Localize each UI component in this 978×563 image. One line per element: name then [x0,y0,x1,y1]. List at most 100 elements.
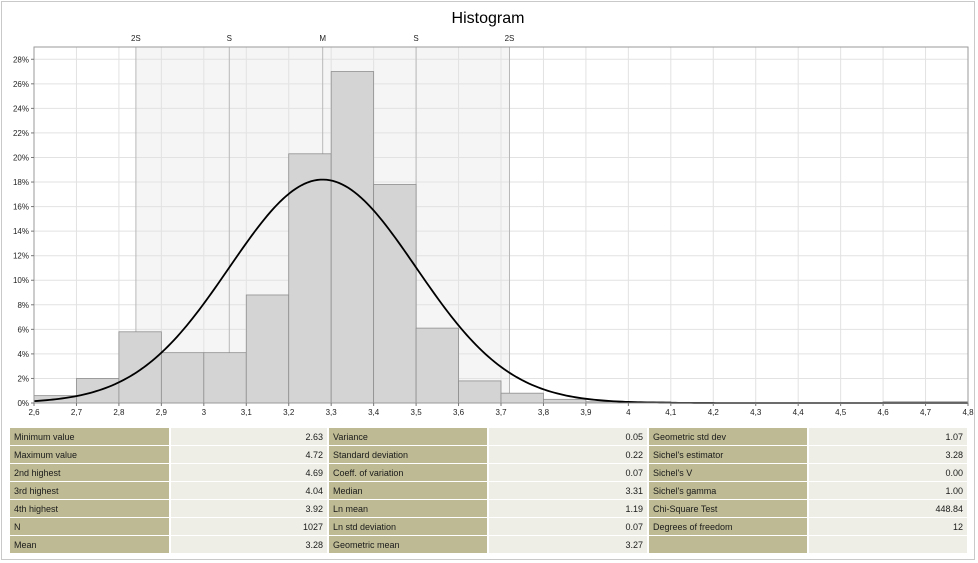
stat-value: 3.92 [170,499,329,518]
stat-label [648,535,809,554]
stat-label: 2nd highest [10,463,171,482]
stat-value: 0.00 [808,463,969,482]
x-tick-label: 4,8 [962,408,974,417]
x-tick-label: 3,7 [495,408,507,417]
x-tick-label: 3,5 [411,408,423,417]
y-tick-label: 24% [13,104,29,113]
stat-value: 4.04 [170,481,329,500]
stat-label: Sichel's estimator [648,445,809,464]
stat-value: 0.22 [488,445,649,464]
histogram-bar [288,153,332,404]
x-tick-label: 3 [202,408,207,417]
y-tick-label: 16% [13,203,29,212]
y-tick-label: 2% [17,374,29,383]
histogram-bar [458,380,502,404]
stat-label: Geometric mean [328,535,489,554]
stat-label: Coeff. of variation [328,463,489,482]
stat-value [808,535,969,554]
stats-row: 3rd highest 4.04 Median 3.31 Sichel's gamma 1… [10,481,969,500]
x-tick-label: 3,1 [241,408,253,417]
y-tick-label: 20% [13,153,29,162]
stat-label: Ln std deviation [328,517,489,536]
x-tick-label: 4,2 [708,408,720,417]
x-tick-label: 3,4 [368,408,380,417]
stat-value: 0.07 [488,463,649,482]
stat-label: Geometric std dev [648,428,809,446]
y-axis: 0% 2% 4% 6% 8% 10% 12% 14% 16% 18% 20% 22% 24% 26% 28% [13,55,34,408]
stats-row: N 1027 Ln std deviation 0.07 Degrees of free… [10,517,969,536]
stat-value: 4.69 [170,463,329,482]
stat-label: Variance [328,428,489,446]
stat-label: Chi-Square Test [648,499,809,518]
stat-value: 3.28 [170,535,329,554]
histogram-chart: Histogram 0% 2% 4% 6% 8% 10% 12% 14% 16% 18% 20% 22… [13,10,974,417]
y-tick-label: 18% [13,178,29,187]
sigma-marker-label: S [227,34,232,43]
stats-row: Minimum value 2.63 Variance 0.05 Geometric s… [10,428,969,446]
sigma-marker-labels: 2S S M S 2S [131,34,514,43]
x-tick-label: 4,4 [793,408,805,417]
stats-row: 4th highest 3.92 Ln mean 1.19 Chi-Square Tes… [10,499,969,518]
statistics-table: Minimum value 2.63 Variance 0.05 Geometric s… [10,428,969,554]
sigma-marker-label: M [319,34,326,43]
stat-label: Maximum value [10,445,171,464]
sigma-marker-label: 2S [131,34,141,43]
stat-value: 3.27 [488,535,649,554]
x-tick-label: 3,6 [453,408,465,417]
stat-value: 2.63 [170,428,329,446]
stat-label: Standard deviation [328,445,489,464]
y-tick-label: 6% [17,325,29,334]
stat-label: Minimum value [10,428,171,446]
stat-value: 1.07 [808,428,969,446]
y-tick-label: 8% [17,301,29,310]
stat-value: 1027 [170,517,329,536]
stat-value: 12 [808,517,969,536]
stat-label: Degrees of freedom [648,517,809,536]
stat-value: 0.05 [488,428,649,446]
histogram-bar [118,331,162,404]
sigma-marker-label: 2S [505,34,515,43]
chart-title: Histogram [452,10,525,27]
stats-row: 2nd highest 4.69 Coeff. of variation 0.07 Si… [10,463,969,482]
y-tick-label: 28% [13,55,29,64]
x-axis: 2,6 2,7 2,8 2,9 3 3,1 3,2 3,3 3,4 3,5 3,6 3,7 3,8 3,9… [28,403,974,417]
stat-value: 1.19 [488,499,649,518]
x-tick-label: 4,3 [750,408,762,417]
x-tick-label: 4,1 [665,408,677,417]
x-tick-label: 2,7 [71,408,83,417]
stat-value: 448.84 [808,499,969,518]
y-tick-label: 4% [17,350,29,359]
stat-value: 1.00 [808,481,969,500]
histogram-bar [160,352,205,404]
x-tick-label: 3,9 [580,408,592,417]
x-tick-label: 4 [626,408,631,417]
y-tick-label: 10% [13,276,29,285]
stats-row: Mean 3.28 Geometric mean 3.27 [10,535,969,554]
sigma-marker-label: S [413,34,418,43]
stat-label: Sichel's V [648,463,809,482]
x-tick-label: 4,7 [920,408,932,417]
stat-value: 0.07 [488,517,649,536]
y-tick-label: 0% [17,399,29,408]
stat-value: 3.28 [808,445,969,464]
histogram-bars [33,71,969,404]
histogram-bar [543,398,587,404]
x-tick-label: 2,8 [113,408,125,417]
histogram-bar [203,352,247,404]
x-tick-label: 4,5 [835,408,847,417]
y-tick-label: 22% [13,129,29,138]
stat-label: N [10,517,171,536]
stat-label: Sichel's gamma [648,481,809,500]
x-tick-label: 3,3 [326,408,338,417]
x-tick-label: 2,6 [28,408,40,417]
histogram-bar [330,71,375,404]
stat-label: Mean [10,535,171,554]
stat-label: Ln mean [328,499,489,518]
stats-row: Maximum value 4.72 Standard deviation 0.22 S… [10,445,969,464]
histogram-bar [245,294,290,404]
stat-label: Median [328,481,489,500]
stat-label: 3rd highest [10,481,171,500]
x-tick-label: 3,2 [283,408,295,417]
y-tick-label: 26% [13,80,29,89]
